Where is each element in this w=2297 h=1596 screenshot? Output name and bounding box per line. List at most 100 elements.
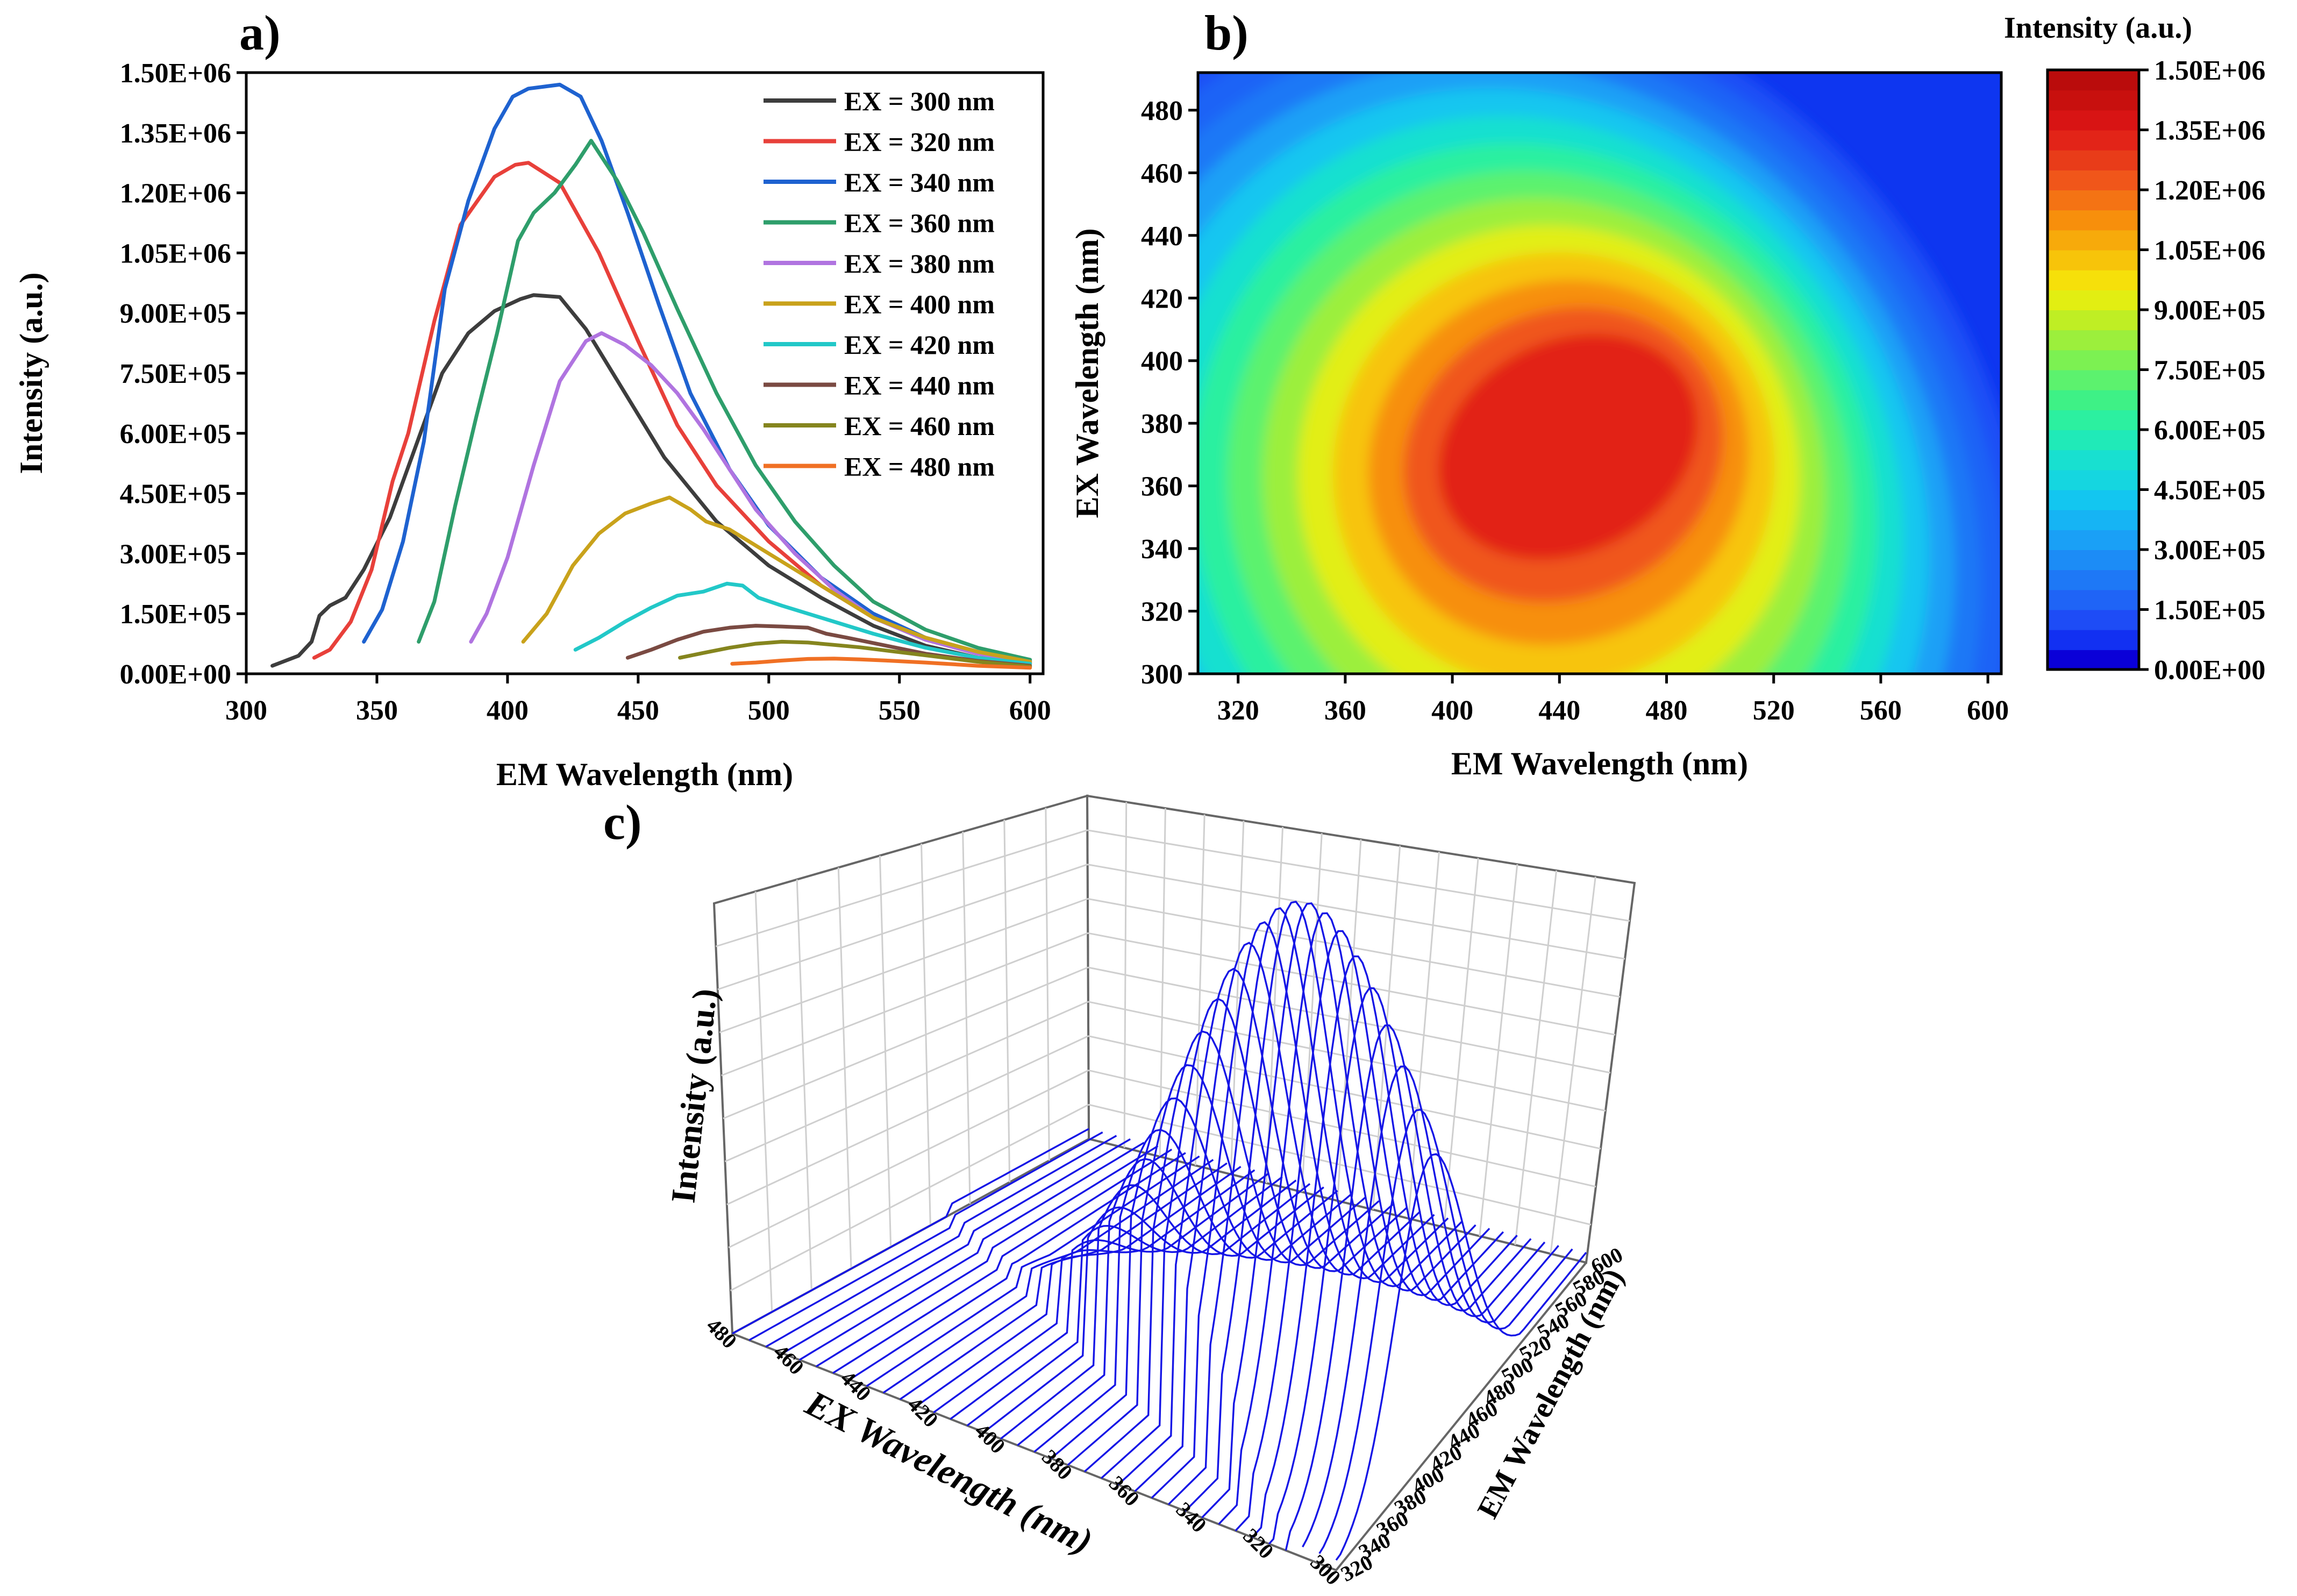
spectrum-line-28 bbox=[866, 1155, 1200, 1387]
spectrum-line-22 bbox=[966, 1176, 1283, 1427]
panel-b-label: b) bbox=[1204, 5, 1249, 60]
colorbar bbox=[2048, 70, 2139, 670]
colorbar-band-15 bbox=[2048, 350, 2139, 370]
colorbar-band-11 bbox=[2048, 430, 2139, 451]
x-tick-label: 600 bbox=[1009, 695, 1051, 726]
panel-a-line-chart: a) 300 350 400 450 500 550 600 0.00E+00 1.50E+0… bbox=[13, 5, 1051, 792]
panel-a-y-axis-label: Intensity (a.u.) bbox=[13, 272, 49, 474]
left-wall-grid-v bbox=[837, 867, 852, 1269]
x-tick-label: 450 bbox=[617, 695, 659, 726]
x-tick-label: 300 bbox=[225, 695, 267, 726]
spectrum-line-36 bbox=[732, 1128, 1089, 1335]
y-tick-label: 1.50E+05 bbox=[120, 599, 231, 630]
back-wall-grid-h bbox=[1087, 932, 1616, 1036]
y-tick-label: 380 bbox=[1141, 409, 1183, 439]
x-tick-label: 500 bbox=[748, 695, 790, 726]
colorbar-band-1 bbox=[2048, 629, 2139, 650]
spectrum-line-35 bbox=[748, 1131, 1103, 1341]
left-wall-grid-h bbox=[728, 1070, 1089, 1249]
series-line-7 bbox=[625, 624, 1032, 668]
ex-tick-label: 420 bbox=[903, 1392, 943, 1432]
colorbar-band-22 bbox=[2048, 210, 2139, 231]
left-wall-grid-h bbox=[715, 829, 1088, 947]
y-tick-label: 3.00E+05 bbox=[120, 539, 231, 569]
colorbar-tick-label: 1.50E+05 bbox=[2154, 595, 2265, 626]
spectrum-line-31 bbox=[816, 1145, 1159, 1367]
spectrum-line-24 bbox=[933, 1169, 1255, 1414]
heatmap-contours bbox=[1198, 73, 2001, 674]
colorbar-tick-label: 1.20E+06 bbox=[2154, 175, 2265, 206]
spectrum-line-30 bbox=[832, 1149, 1173, 1374]
colorbar-band-10 bbox=[2048, 450, 2139, 471]
y-tick-label: 360 bbox=[1141, 472, 1183, 502]
colorbar-band-14 bbox=[2048, 369, 2139, 390]
panel-b-plot-frame bbox=[1196, 71, 2003, 675]
colorbar-band-23 bbox=[2048, 190, 2139, 211]
spectrum-line-18 bbox=[1033, 1129, 1338, 1453]
spectrum-line-19 bbox=[1017, 1158, 1324, 1447]
colorbar-band-17 bbox=[2048, 310, 2139, 331]
y-tick-label: 0.00E+00 bbox=[120, 659, 231, 690]
colorbar-tick-label: 0.00E+00 bbox=[2154, 655, 2265, 686]
x-tick-label: 400 bbox=[487, 695, 529, 726]
left-wall-grid-h bbox=[726, 1035, 1089, 1206]
left-wall-grid-v bbox=[1003, 820, 1011, 1182]
colorbar-band-0 bbox=[2048, 649, 2139, 670]
panel-b-heatmap: b) 320 360 400 440 480 520 560 600 300 320 340 360… bbox=[1069, 5, 2265, 781]
spectrum-line-17 bbox=[1050, 1097, 1352, 1459]
y-tick-label: 1.35E+06 bbox=[120, 118, 231, 149]
colorbar-tick-label: 9.00E+05 bbox=[2154, 295, 2265, 326]
panel-b-y-axis-label: EX Wavelength (nm) bbox=[1069, 229, 1105, 518]
x-tick-label: 480 bbox=[1646, 695, 1688, 726]
spectrum-line-5 bbox=[1251, 955, 1518, 1538]
left-wall-grid-v bbox=[796, 879, 812, 1291]
colorbar-tick-label: 4.50E+05 bbox=[2154, 475, 2265, 506]
colorbar-tick-label: 7.50E+05 bbox=[2154, 355, 2265, 386]
legend-label-8: EX = 460 nm bbox=[844, 411, 995, 441]
legend-label-3: EX = 360 nm bbox=[844, 208, 995, 238]
back-wall-grid-h bbox=[1087, 897, 1621, 998]
colorbar-band-2 bbox=[2048, 609, 2139, 630]
colorbar-tick-label: 3.00E+05 bbox=[2154, 535, 2265, 566]
legend-label-5: EX = 400 nm bbox=[844, 289, 995, 319]
spectrum-line-8 bbox=[1201, 902, 1476, 1519]
y-tick-label: 460 bbox=[1141, 158, 1183, 189]
x-tick-label: 400 bbox=[1431, 695, 1473, 726]
series-line-9 bbox=[730, 657, 1032, 670]
panel-a-label: a) bbox=[239, 5, 281, 60]
y-tick-label: 1.05E+06 bbox=[120, 238, 231, 269]
left-wall-grid-v bbox=[962, 831, 971, 1204]
colorbar-band-24 bbox=[2048, 169, 2139, 190]
back-wall-grid-h bbox=[1088, 1035, 1601, 1150]
spectrum-line-11 bbox=[1151, 921, 1435, 1499]
left-wall-grid-h bbox=[724, 1001, 1089, 1163]
colorbar-band-21 bbox=[2048, 230, 2139, 251]
x-tick-label: 550 bbox=[879, 695, 921, 726]
y-tick-label: 7.50E+05 bbox=[120, 359, 231, 389]
colorbar-band-16 bbox=[2048, 330, 2139, 351]
x-tick-label: 440 bbox=[1538, 695, 1580, 726]
legend-label-7: EX = 440 nm bbox=[844, 370, 995, 401]
heatmap-contour-level-13 bbox=[1438, 333, 1698, 560]
legend-label-1: EX = 320 nm bbox=[844, 127, 995, 157]
spectrum-line-16 bbox=[1067, 1064, 1366, 1466]
x-tick-label: 520 bbox=[1753, 695, 1795, 726]
back-wall-grid-h bbox=[1088, 1069, 1596, 1188]
y-tick-label: 1.50E+06 bbox=[120, 58, 231, 89]
spectrum-line-12 bbox=[1134, 942, 1421, 1492]
spectrum-line-20 bbox=[1000, 1183, 1311, 1440]
ex-tick-label: 320 bbox=[1238, 1523, 1278, 1563]
y-tick-label: 9.00E+05 bbox=[120, 298, 231, 329]
colorbar-band-6 bbox=[2048, 529, 2139, 550]
spectrum-line-0 bbox=[1335, 1153, 1587, 1561]
y-tick-label: 300 bbox=[1141, 659, 1183, 690]
colorbar-band-20 bbox=[2048, 250, 2139, 270]
panel-a-series-group bbox=[270, 82, 1032, 670]
left-wall-grid-h bbox=[723, 966, 1089, 1120]
colorbar-band-4 bbox=[2048, 569, 2139, 590]
ex-tick-label: 360 bbox=[1104, 1471, 1144, 1510]
y-tick-label: 420 bbox=[1141, 283, 1183, 314]
spectrum-line-15 bbox=[1083, 1030, 1380, 1472]
spectrum-line-34 bbox=[765, 1135, 1117, 1348]
series-line-6 bbox=[573, 581, 1032, 666]
